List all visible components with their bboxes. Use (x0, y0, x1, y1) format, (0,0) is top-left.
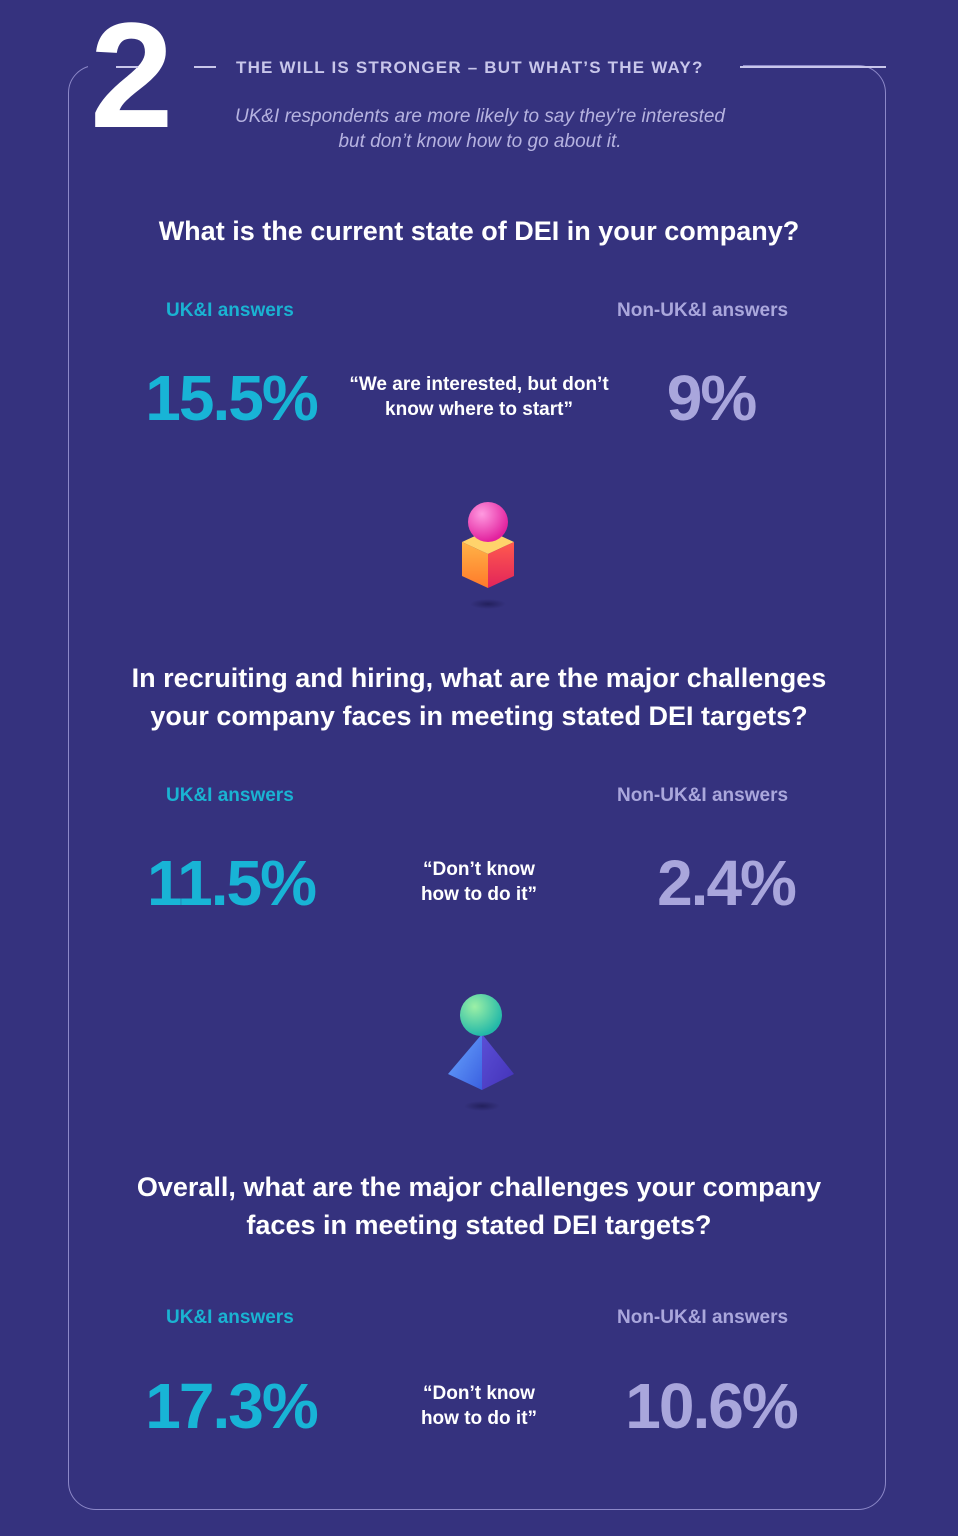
uk-value: 11.5% (147, 847, 317, 919)
question-dei-state: What is the current state of DEI in your… (158, 216, 800, 246)
uk-value: 17.3% (145, 1370, 318, 1442)
non-uk-label: Non-UK&I answers (617, 300, 789, 321)
non-uk-label: Non-UK&I answers (617, 1307, 789, 1328)
sphere-on-cube-icon (462, 502, 514, 609)
number-dash (116, 66, 138, 68)
section-number: 2 (90, 0, 173, 159)
frame-gap-top (188, 55, 743, 75)
kicker-dash-left (194, 66, 216, 68)
answer-quote: “Don’t know how to do it” (420, 1383, 538, 1429)
uk-label: UK&I answers (166, 785, 294, 806)
frame-gap-left (88, 55, 188, 75)
uk-value: 15.5% (145, 362, 318, 434)
section-kicker: THE WILL IS STRONGER – BUT WHAT’S THE WA… (236, 58, 704, 77)
question-overall-challenges: Overall, what are the major challenges y… (136, 1172, 822, 1240)
non-uk-value: 9% (666, 362, 758, 434)
uk-label: UK&I answers (166, 1307, 294, 1328)
section-subtitle: UK&I respondents are more likely to say … (234, 106, 725, 152)
non-uk-label: Non-UK&I answers (617, 785, 789, 806)
question-recruiting-challenges: In recruiting and hiring, what are the m… (131, 663, 827, 731)
answer-quote: “We are interested, but don’t know where… (349, 374, 609, 420)
answer-quote: “Don’t know how to do it” (420, 859, 538, 905)
non-uk-value: 2.4% (657, 847, 797, 919)
sphere-on-pyramid-icon (448, 994, 514, 1111)
non-uk-value: 10.6% (625, 1370, 798, 1442)
uk-label: UK&I answers (166, 300, 294, 321)
kicker-dash-right (740, 66, 886, 68)
